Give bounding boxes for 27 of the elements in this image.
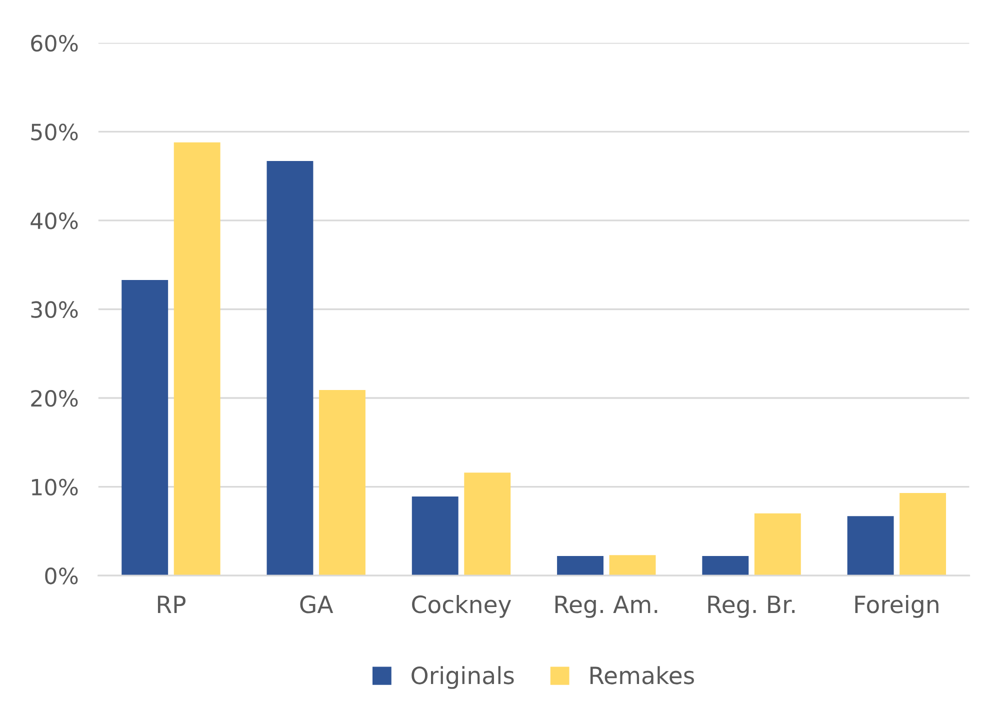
bar <box>702 556 749 576</box>
y-tick-label: 40% <box>30 212 78 230</box>
legend-label: Remakes <box>590 666 694 684</box>
bar <box>754 513 801 576</box>
x-tick-label: Foreign <box>855 595 938 618</box>
y-tick-label: 60% <box>31 34 78 52</box>
bar <box>557 556 604 576</box>
bar <box>609 555 656 576</box>
legend-label: Originals <box>412 666 514 689</box>
x-tick-label: RP <box>158 596 186 613</box>
y-tick-label: 10% <box>32 478 78 496</box>
bar <box>412 496 458 576</box>
x-tick-label: Reg. Br. <box>708 596 795 618</box>
y-tick-label: 20% <box>31 390 78 407</box>
x-tick-label: Reg. Am. <box>555 596 658 618</box>
bar <box>464 472 511 576</box>
y-tick-label: 30% <box>31 301 78 318</box>
y-tick-label: 0% <box>45 568 78 584</box>
bar <box>319 390 366 576</box>
bar <box>174 142 220 576</box>
x-tick-label: Cockney <box>412 595 512 618</box>
bar <box>266 160 314 576</box>
y-tick-label: 50% <box>31 124 78 140</box>
bar <box>900 493 946 576</box>
bar <box>847 516 894 576</box>
x-tick-label: GA <box>300 595 334 614</box>
bar <box>122 280 168 576</box>
